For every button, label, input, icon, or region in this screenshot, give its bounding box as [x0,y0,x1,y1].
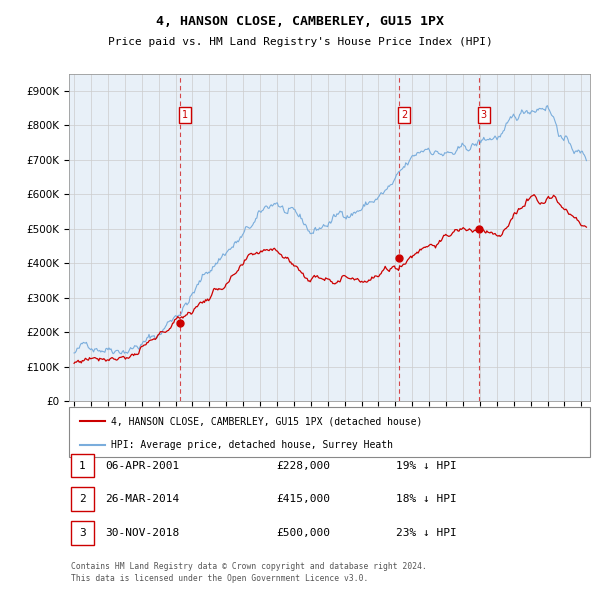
Text: £228,000: £228,000 [276,461,330,470]
Text: HPI: Average price, detached house, Surrey Heath: HPI: Average price, detached house, Surr… [111,440,393,450]
Text: £500,000: £500,000 [276,528,330,537]
Text: Contains HM Land Registry data © Crown copyright and database right 2024.
This d: Contains HM Land Registry data © Crown c… [71,562,427,583]
Text: Price paid vs. HM Land Registry's House Price Index (HPI): Price paid vs. HM Land Registry's House … [107,37,493,47]
Text: 3: 3 [79,528,86,537]
Text: 19% ↓ HPI: 19% ↓ HPI [396,461,457,470]
Text: 4, HANSON CLOSE, CAMBERLEY, GU15 1PX: 4, HANSON CLOSE, CAMBERLEY, GU15 1PX [156,15,444,28]
Text: 3: 3 [481,110,487,120]
Text: 4, HANSON CLOSE, CAMBERLEY, GU15 1PX (detached house): 4, HANSON CLOSE, CAMBERLEY, GU15 1PX (de… [111,416,422,426]
Text: 06-APR-2001: 06-APR-2001 [105,461,179,470]
Text: 18% ↓ HPI: 18% ↓ HPI [396,494,457,504]
Text: 30-NOV-2018: 30-NOV-2018 [105,528,179,537]
Text: 1: 1 [182,110,188,120]
Text: 26-MAR-2014: 26-MAR-2014 [105,494,179,504]
Text: 2: 2 [79,494,86,504]
Text: £415,000: £415,000 [276,494,330,504]
Text: 2: 2 [401,110,407,120]
Text: 1: 1 [79,461,86,470]
Text: 23% ↓ HPI: 23% ↓ HPI [396,528,457,537]
